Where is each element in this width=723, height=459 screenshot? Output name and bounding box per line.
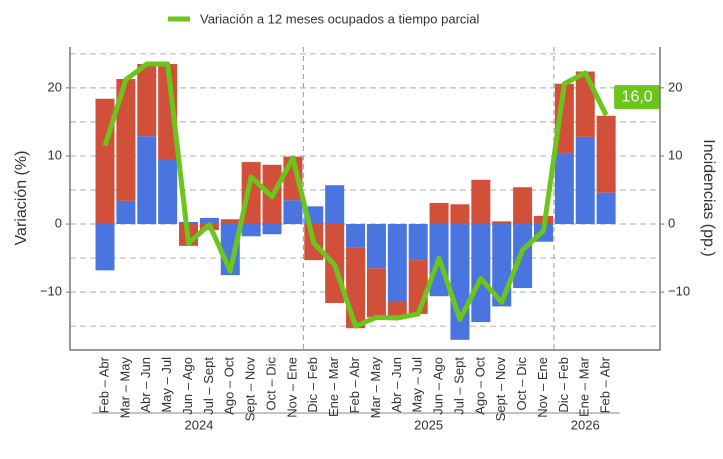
x-tick-label: Feb – Abr: [347, 356, 362, 413]
x-tick-label: Feb – Abr: [96, 356, 111, 413]
y-tick-label: 20: [48, 79, 62, 94]
bar: [116, 79, 136, 201]
bar: [471, 179, 491, 225]
group-label: 2025: [414, 417, 443, 432]
legend-label: Variación a 12 meses ocupados a tiempo p…: [200, 11, 480, 26]
bar: [554, 153, 574, 225]
value-label: 16,0: [622, 88, 653, 105]
y2-tick-label: 10: [668, 147, 682, 162]
bar: [325, 185, 345, 225]
y2-tick-label: 20: [668, 79, 682, 94]
bar: [596, 115, 616, 193]
x-tick-label: Jun – Ago: [180, 357, 195, 415]
bar: [408, 260, 428, 314]
x-tick-label: Jun – Ago: [431, 357, 446, 415]
bar: [137, 136, 157, 225]
bar: [262, 224, 282, 235]
bar: [283, 200, 303, 225]
y-tick-label: 0: [55, 215, 62, 230]
y-axis-title: Variación (%): [13, 151, 30, 246]
bar: [492, 221, 512, 225]
bar: [450, 204, 470, 225]
x-tick-label: Nov – Ene: [535, 357, 550, 418]
x-tick-label: Sept – Nov: [493, 357, 508, 422]
x-tick-label: Oct – Dic: [263, 357, 278, 411]
y2-tick-label: 0: [668, 215, 675, 230]
x-tick-label: Nov – Ene: [284, 357, 299, 418]
y-tick-label: −10: [40, 284, 62, 299]
bar: [220, 219, 240, 225]
x-tick-label: Abr – Jun: [138, 357, 153, 413]
bar: [366, 224, 386, 269]
x-tick-label: Oct – Dic: [514, 357, 529, 411]
x-tick-label: Ene – Mar: [577, 356, 592, 417]
group-label: 2026: [571, 417, 600, 432]
x-tick-label: Ene – Mar: [326, 356, 341, 417]
y-tick-label: 10: [48, 147, 62, 162]
x-tick-label: Ago – Oct: [472, 357, 487, 415]
x-tick-label: Sept – Nov: [243, 357, 258, 422]
x-tick-label: Feb – Abr: [598, 356, 613, 413]
x-tick-label: May – Jul: [159, 357, 174, 413]
x-tick-label: Jul – Sept: [451, 357, 466, 415]
x-tick-label: Mar – May: [117, 357, 132, 419]
bar: [429, 202, 449, 225]
line: [102, 61, 609, 329]
y2-tick-label: −10: [668, 284, 690, 299]
x-tick-label: Dic – Feb: [305, 357, 320, 413]
x-tick-label: May – Jul: [410, 357, 425, 413]
bar: [471, 224, 491, 323]
x-tick-label: Dic – Feb: [556, 357, 571, 413]
bar: [199, 217, 219, 225]
bar: [450, 224, 470, 340]
bar: [387, 300, 407, 318]
bar: [596, 192, 616, 225]
bar: [346, 224, 366, 248]
x-tick-label: Ago – Oct: [222, 357, 237, 415]
x-tick-label: Mar – May: [368, 357, 383, 419]
bar: [241, 224, 261, 237]
bar: [366, 268, 386, 318]
x-tick-label: Abr – Jun: [389, 357, 404, 413]
bar: [408, 224, 428, 261]
axis-frame: [69, 47, 661, 351]
bar: [137, 64, 157, 137]
bar: [387, 224, 407, 301]
bar: [95, 224, 115, 271]
bar: [346, 247, 366, 329]
bar: [575, 136, 595, 225]
y2-axis-title: Incidencias (pp.): [700, 139, 717, 256]
bar: [513, 187, 533, 225]
bar: [116, 200, 136, 225]
group-label: 2024: [184, 417, 213, 432]
x-tick-label: Jul – Sept: [201, 357, 216, 415]
bar: [158, 160, 178, 225]
value-label-box: [614, 85, 661, 110]
